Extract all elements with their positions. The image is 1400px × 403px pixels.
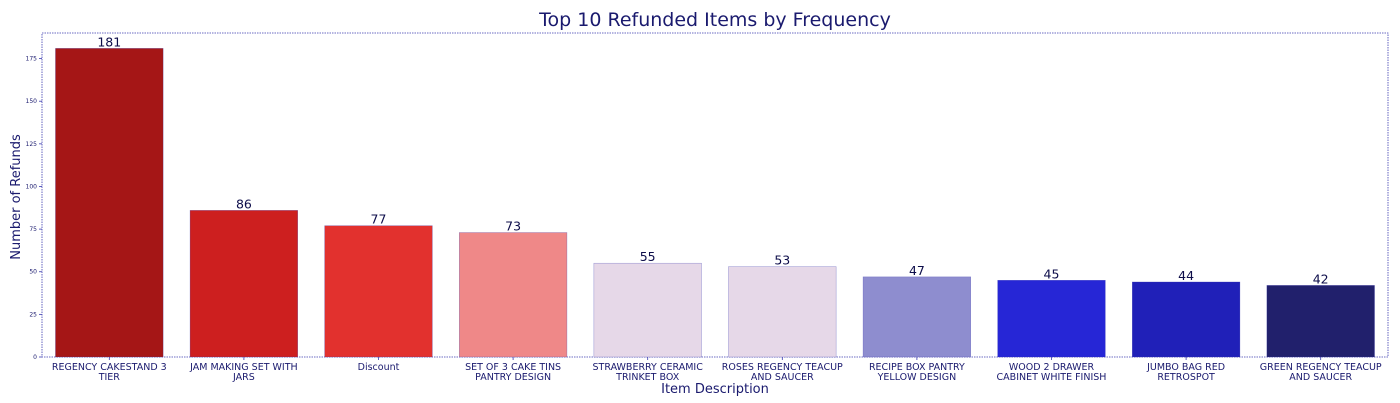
bar xyxy=(459,232,568,358)
x-tick-label: SET OF 3 CAKE TINS xyxy=(465,362,561,373)
y-tick-label: 100 xyxy=(26,183,38,190)
x-tick-label: GREEN REGENCY TEACUP xyxy=(1260,362,1382,373)
y-tick-label: 150 xyxy=(26,98,38,105)
bar xyxy=(55,48,164,358)
bar xyxy=(189,210,298,358)
x-tick-label: RETROSPOT xyxy=(1157,372,1215,383)
chart-title: Top 10 Refunded Items by Frequency xyxy=(538,9,891,31)
bar xyxy=(1132,281,1241,358)
x-tick-label: REGENCY CAKESTAND 3 xyxy=(52,362,167,373)
x-tick-label: JUMBO BAG RED xyxy=(1146,362,1225,373)
x-tick-label: TRINKET BOX xyxy=(615,372,680,383)
y-tick-label: 75 xyxy=(29,226,37,233)
x-tick-label: PANTRY DESIGN xyxy=(475,372,551,383)
bar-value-label: 47 xyxy=(909,263,925,278)
bar xyxy=(997,280,1106,358)
y-tick-label: 175 xyxy=(26,56,38,63)
bar xyxy=(324,225,433,358)
x-tick-label: AND SAUCER xyxy=(751,372,814,383)
bar xyxy=(1266,285,1375,358)
x-tick-label: STRAWBERRY CERAMIC xyxy=(593,362,704,373)
x-tick-label: CABINET WHITE FINISH xyxy=(997,372,1107,383)
x-tick-label: TIER xyxy=(98,372,121,383)
bar xyxy=(728,266,837,358)
bar xyxy=(593,262,702,358)
bar-value-label: 55 xyxy=(640,249,656,264)
x-tick-label: JAM MAKING SET WITH xyxy=(189,362,298,373)
plot-frame xyxy=(41,32,1389,358)
x-tick-label: Discount xyxy=(358,362,400,373)
x-tick-label: ROSES REGENCY TEACUP xyxy=(722,362,843,373)
y-tick-label: 25 xyxy=(29,311,37,318)
bar-value-label: 45 xyxy=(1044,266,1060,281)
x-tick-label: JARS xyxy=(232,372,255,383)
bar-value-label: 42 xyxy=(1313,271,1329,286)
x-tick-label: RECIPE BOX PANTRY xyxy=(869,362,965,373)
bar-value-label: 53 xyxy=(774,253,790,268)
bar-value-label: 77 xyxy=(371,212,387,227)
bar xyxy=(862,276,971,358)
bar-value-label: 86 xyxy=(236,196,252,211)
y-tick-label: 0 xyxy=(33,354,37,361)
y-tick-label: 125 xyxy=(26,141,38,148)
x-tick-label: YELLOW DESIGN xyxy=(877,372,957,383)
y-axis-label: Number of Refunds xyxy=(9,134,24,260)
y-tick-label: 50 xyxy=(29,269,37,276)
x-tick-label: AND SAUCER xyxy=(1289,372,1352,383)
x-tick-label: WOOD 2 DRAWER xyxy=(1009,362,1095,373)
plot-area: 0 25 50 75 100 125 150 175 181 REGENCY CAKESTAND … xyxy=(26,32,1389,383)
x-axis-label: Item Description xyxy=(661,382,769,397)
bar-value-label: 73 xyxy=(505,219,521,234)
bar-value-label: 44 xyxy=(1178,268,1194,283)
bar-value-label: 181 xyxy=(97,34,121,49)
